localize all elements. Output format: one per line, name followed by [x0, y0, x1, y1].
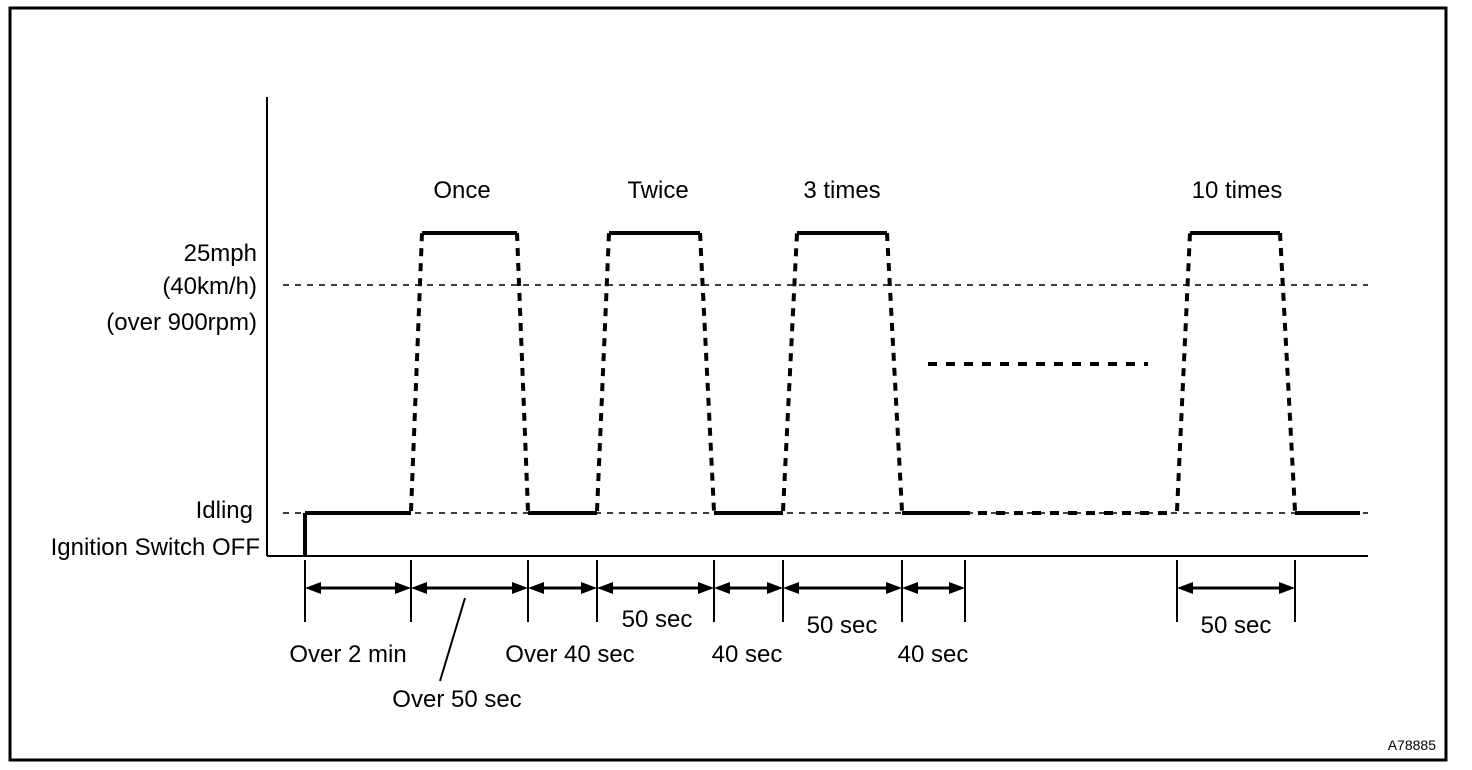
dimension-arrows — [305, 582, 1295, 594]
dim-arrow-over-40-sec — [528, 582, 597, 594]
decel-ramp — [1278, 232, 1297, 512]
accel-ramp — [1175, 232, 1192, 512]
cycle-10-times — [1175, 231, 1297, 512]
speed-label-kmh: (40km/h) — [162, 273, 257, 300]
outer-frame — [8, 6, 1448, 762]
accel-ramp — [595, 232, 611, 512]
decel-ramp — [515, 232, 530, 512]
decel-ramp — [885, 232, 904, 512]
idling-label: Idling — [196, 497, 253, 524]
cycle-label-twice: Twice — [627, 177, 688, 204]
accel-ramp — [781, 232, 799, 512]
cycle-twice — [595, 231, 716, 512]
dim-arrow-over-50-sec — [411, 582, 528, 594]
time-label-40-sec-a: 40 sec — [712, 641, 783, 668]
dim-arrow-over-2-min — [305, 582, 411, 594]
figure-id: A78885 — [1388, 737, 1436, 753]
dim-arrow-40-sec-b — [902, 582, 965, 594]
dim-arrow-50-sec-a — [597, 582, 714, 594]
dim-arrow-50-sec-b — [783, 582, 902, 594]
time-label-50-sec-c: 50 sec — [1201, 612, 1272, 639]
ignition-off-label: Ignition Switch OFF — [51, 534, 260, 561]
speed-label-rpm: (over 900rpm) — [106, 309, 257, 336]
over-50-sec-leader — [439, 597, 466, 682]
time-label-over-50-sec: Over 50 sec — [392, 686, 521, 713]
dim-arrow-40-sec-a — [714, 582, 783, 594]
speed-label-mph: 25mph — [184, 240, 257, 267]
cycle-label-3-times: 3 times — [803, 177, 880, 204]
cycle-once — [409, 231, 530, 512]
time-label-over-40-sec: Over 40 sec — [505, 641, 634, 668]
time-label-over-2-min: Over 2 min — [289, 641, 406, 668]
dimension-ticks — [304, 560, 1296, 622]
time-label-40-sec-b: 40 sec — [898, 641, 969, 668]
dim-arrow-50-sec-c — [1177, 582, 1295, 594]
cycle-label-10-times: 10 times — [1192, 177, 1283, 204]
cycle-label-once: Once — [433, 177, 490, 204]
cycle-3-times — [781, 231, 904, 512]
accel-ramp — [409, 232, 424, 512]
time-label-50-sec-b: 50 sec — [807, 612, 878, 639]
time-label-50-sec-a: 50 sec — [622, 606, 693, 633]
decel-ramp — [698, 232, 716, 512]
